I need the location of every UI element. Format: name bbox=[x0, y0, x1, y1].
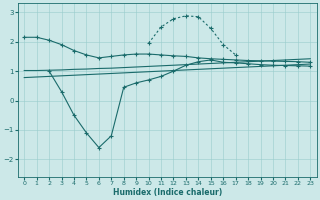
X-axis label: Humidex (Indice chaleur): Humidex (Indice chaleur) bbox=[113, 188, 222, 197]
